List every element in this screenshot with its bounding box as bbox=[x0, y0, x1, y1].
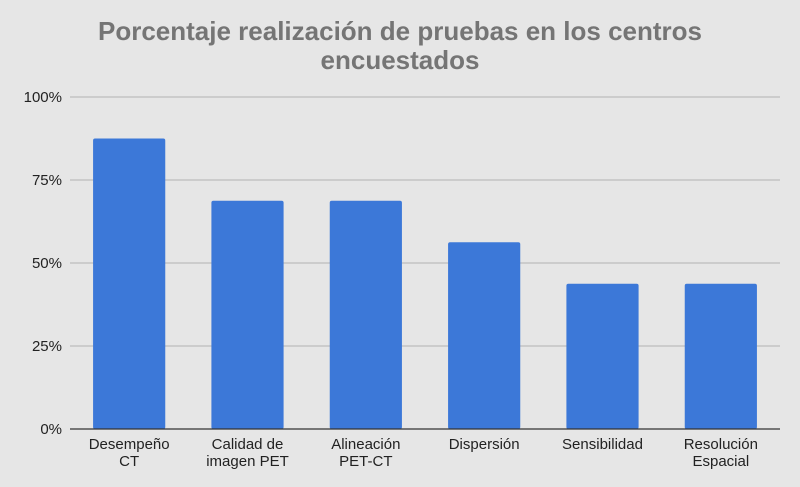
bar bbox=[93, 138, 166, 429]
x-tick-label: PET-CT bbox=[339, 453, 392, 470]
y-tick-label: 50% bbox=[32, 255, 62, 272]
bar bbox=[211, 200, 284, 429]
x-tick-label: Dispersión bbox=[449, 436, 520, 453]
x-tick-label: Resolución bbox=[684, 436, 758, 453]
x-tick-label: Alineación bbox=[331, 436, 400, 453]
x-tick-label: Sensibilidad bbox=[562, 436, 643, 453]
y-tick-label: 0% bbox=[40, 421, 62, 438]
x-tick-label: Desempeño bbox=[89, 436, 170, 453]
y-axis-ticks: 0% 25% 50% 75% 100% bbox=[24, 89, 62, 438]
chart-title-line-2: encuestados bbox=[321, 45, 480, 75]
bar bbox=[684, 283, 757, 429]
gridlines bbox=[70, 96, 780, 347]
bar bbox=[448, 242, 521, 429]
x-tick-label: Espacial bbox=[692, 453, 749, 470]
y-tick-label: 100% bbox=[24, 89, 62, 106]
y-tick-label: 75% bbox=[32, 172, 62, 189]
bar bbox=[329, 200, 402, 429]
x-tick-label: imagen PET bbox=[206, 453, 289, 470]
x-tick-label: Calidad de bbox=[212, 436, 284, 453]
bar bbox=[566, 283, 639, 429]
chart-title-line-1: Porcentaje realización de pruebas en los… bbox=[98, 16, 702, 46]
x-tick-label: CT bbox=[119, 453, 139, 470]
bars bbox=[93, 138, 757, 429]
y-tick-label: 25% bbox=[32, 338, 62, 355]
